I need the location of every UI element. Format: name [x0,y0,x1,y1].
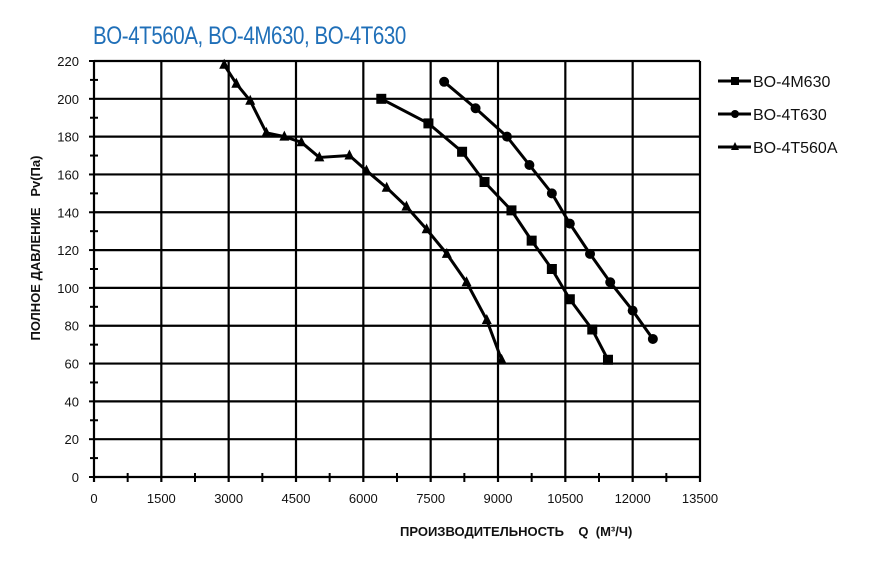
y-axis-label: ПОЛНОЕ ДАВЛЕНИЕ Pv(Па) [28,156,43,341]
marker-square [587,324,598,335]
marker-circle [546,188,557,199]
series-BO-4M630 [376,93,613,365]
y-tick-label: 180 [57,130,79,145]
x-tick-label: 0 [90,491,97,506]
marker-circle [731,110,739,118]
legend-label: BO-4T560A [753,140,838,157]
y-tick-label: 80 [65,319,79,334]
marker-circle [470,103,481,114]
marker-square [506,205,517,216]
y-tick-label: 220 [57,54,79,69]
marker-square [423,118,434,129]
legend-item: BO-4T560A [718,140,838,157]
y-tick-label: 200 [57,92,79,107]
x-tick-label: 4500 [282,491,311,506]
y-tick-label: 0 [72,470,79,485]
marker-triangle [261,126,272,137]
marker-circle [627,305,638,316]
marker-triangle [344,149,355,160]
legend-label: BO-4T630 [753,107,827,124]
series-line [380,97,610,361]
y-tick-label: 20 [65,432,79,447]
marker-square [526,235,537,246]
marker-square [564,294,575,305]
chart-title: BO-4T560A, BO-4M630, BO-4T630 [93,22,406,50]
marker-circle [501,131,512,142]
marker-circle [605,277,616,288]
x-tick-label: 10500 [547,491,583,506]
marker-triangle [219,58,230,69]
marker-square [546,264,557,274]
series-BO-4T560A [219,58,507,364]
y-tick-label: 40 [65,394,79,409]
marker-circle [564,218,575,229]
legend-item: BO-4M630 [718,74,830,91]
series-BO-4T630 [439,76,658,344]
marker-triangle [314,151,325,162]
x-tick-label: 6000 [349,491,378,506]
marker-triangle [361,164,372,175]
x-tick-label: 9000 [484,491,513,506]
series-group [219,58,658,365]
marker-triangle [441,247,452,258]
marker-circle [439,76,450,87]
marker-triangle [296,136,307,147]
marker-triangle [381,181,392,192]
axis-ticks: 0 20 40 60 80 100 120 140 160 180 200 220 0 1500 3000 4… [57,54,718,506]
legend: BO-4M630 BO-4T630 BO-4T560A [718,74,838,157]
marker-circle [585,248,596,259]
legend-label: BO-4M630 [753,74,830,91]
series-line [443,80,655,340]
marker-triangle [731,142,739,150]
marker-square [457,146,468,157]
marker-triangle [279,130,290,141]
series-line [222,63,503,361]
y-tick-label: 160 [57,167,79,182]
legend-item: BO-4T630 [718,107,827,124]
grid [92,59,702,482]
y-tick-label: 140 [57,205,79,220]
y-tick-label: 60 [65,357,79,372]
marker-circle [524,160,535,170]
marker-square [479,177,490,188]
marker-square [376,93,387,104]
marker-triangle [481,314,492,325]
marker-triangle [496,353,507,364]
x-tick-label: 1500 [147,491,176,506]
x-tick-label: 13500 [682,491,718,506]
marker-square [731,77,739,85]
x-tick-label: 7500 [416,491,445,506]
marker-square [602,354,613,365]
marker-triangle [245,94,256,105]
marker-triangle [461,276,472,287]
x-tick-label: 12000 [615,491,651,506]
y-tick-label: 100 [57,281,79,296]
marker-triangle [231,77,242,88]
marker-triangle [421,223,432,234]
x-axis-label: ПРОИЗВОДИТЕЛЬНОСТЬ Q (М³/Ч) [400,524,632,539]
y-tick-label: 120 [57,243,79,258]
marker-circle [647,333,658,344]
x-tick-label: 3000 [214,491,243,506]
marker-triangle [401,200,412,211]
